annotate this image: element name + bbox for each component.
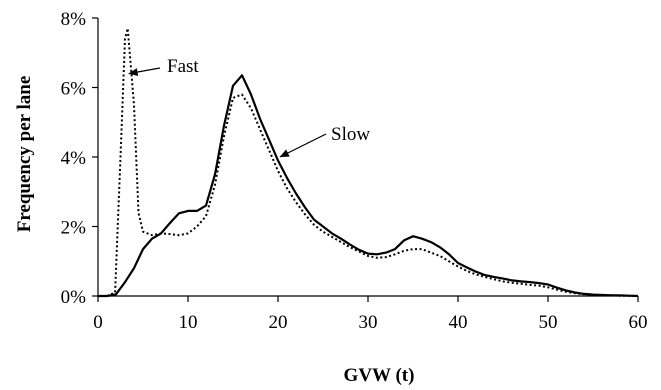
x-tick-label: 50 [539, 312, 558, 333]
x-tick-label: 20 [269, 312, 288, 333]
annotation-arrowhead [279, 149, 290, 157]
annotation-label-slow: Slow [331, 124, 370, 145]
annotations: Fast Slow [128, 56, 370, 158]
x-tick-label: 30 [359, 312, 378, 333]
series-layer [98, 27, 639, 298]
annotation-arrowhead [128, 68, 139, 76]
y-tick-label: 0% [61, 287, 87, 308]
y-tick-label: 6% [61, 79, 87, 100]
axes [92, 17, 639, 302]
tick-labels: 0% 2% 4% 6% 8% 0 10 20 30 40 50 60 [61, 9, 648, 333]
x-tick-label: 40 [449, 312, 468, 333]
series-line-fast [98, 27, 639, 297]
x-tick-label: 10 [179, 312, 198, 333]
series-line-slow [98, 74, 639, 298]
y-tick-label: 4% [61, 148, 87, 169]
y-axis-title: Frequency per lane [14, 76, 35, 233]
annotation-label-fast: Fast [167, 56, 199, 77]
y-tick-label: 8% [61, 9, 87, 30]
x-tick-label: 0 [93, 312, 103, 333]
y-tick-label: 2% [61, 218, 87, 239]
x-tick-label: 60 [629, 312, 648, 333]
x-axis-title: GVW (t) [344, 365, 415, 386]
